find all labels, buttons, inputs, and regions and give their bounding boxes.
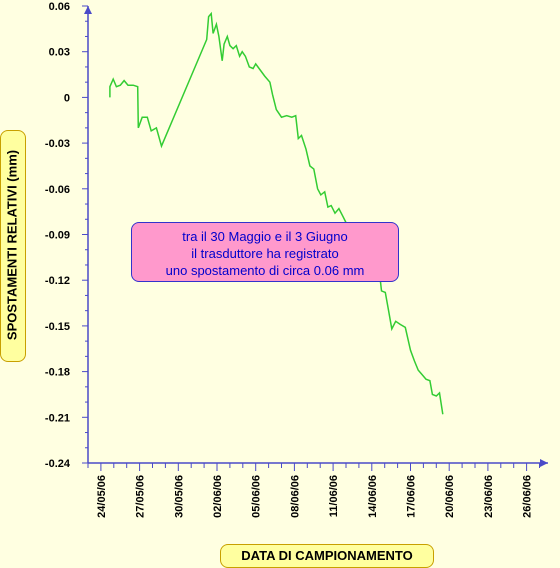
y-tick-label: -0.18 bbox=[45, 367, 70, 379]
y-tick-label: -0.12 bbox=[45, 275, 70, 287]
y-axis-label: SPOSTAMENTI RELATIVI (mm) bbox=[4, 149, 20, 341]
y-axis-label-box bbox=[0, 130, 26, 362]
x-axis-arrow bbox=[540, 459, 548, 467]
x-tick-label: 26/06/06 bbox=[522, 475, 534, 518]
x-tick-label: 23/06/06 bbox=[483, 475, 495, 518]
series-line bbox=[109, 11, 444, 415]
x-tick-label: 27/05/06 bbox=[135, 475, 147, 518]
y-axis-arrow bbox=[84, 6, 92, 14]
x-tick-label: 11/06/06 bbox=[328, 475, 340, 517]
y-tick-label: -0.24 bbox=[45, 458, 71, 470]
x-tick-label: 30/05/06 bbox=[173, 475, 185, 518]
y-tick-label: -0.06 bbox=[45, 184, 70, 196]
y-tick-label: -0.21 bbox=[45, 412, 70, 424]
annotation-line-3: uno spostamento di circa 0.06 mm bbox=[165, 263, 365, 278]
y-tick-label: -0.09 bbox=[45, 230, 70, 242]
y-tick-label: 0.03 bbox=[49, 47, 70, 59]
x-axis-label: DATA DI CAMPIONAMENTO bbox=[220, 544, 434, 568]
y-tick-label: -0.03 bbox=[45, 138, 70, 150]
x-tick-label: 02/06/06 bbox=[212, 475, 224, 518]
x-tick-label: 08/06/06 bbox=[289, 475, 301, 518]
y-tick-label: 0 bbox=[64, 92, 70, 104]
annotation-line-2: il trasduttore ha registrato bbox=[191, 246, 339, 261]
x-tick-label: 05/06/06 bbox=[251, 475, 263, 518]
annotation-line-1: tra il 30 Maggio e il 3 Giugno bbox=[182, 229, 348, 244]
x-tick-label: 17/06/06 bbox=[406, 475, 418, 518]
x-tick-label: 24/05/06 bbox=[96, 475, 108, 518]
annotation-box: tra il 30 Maggio e il 3 Giugno il trasdu… bbox=[131, 222, 399, 282]
y-tick-label: -0.15 bbox=[45, 321, 70, 333]
x-tick-label: 20/06/06 bbox=[444, 475, 456, 518]
x-tick-label: 14/06/06 bbox=[367, 475, 379, 518]
y-tick-label: 0.06 bbox=[49, 1, 70, 13]
